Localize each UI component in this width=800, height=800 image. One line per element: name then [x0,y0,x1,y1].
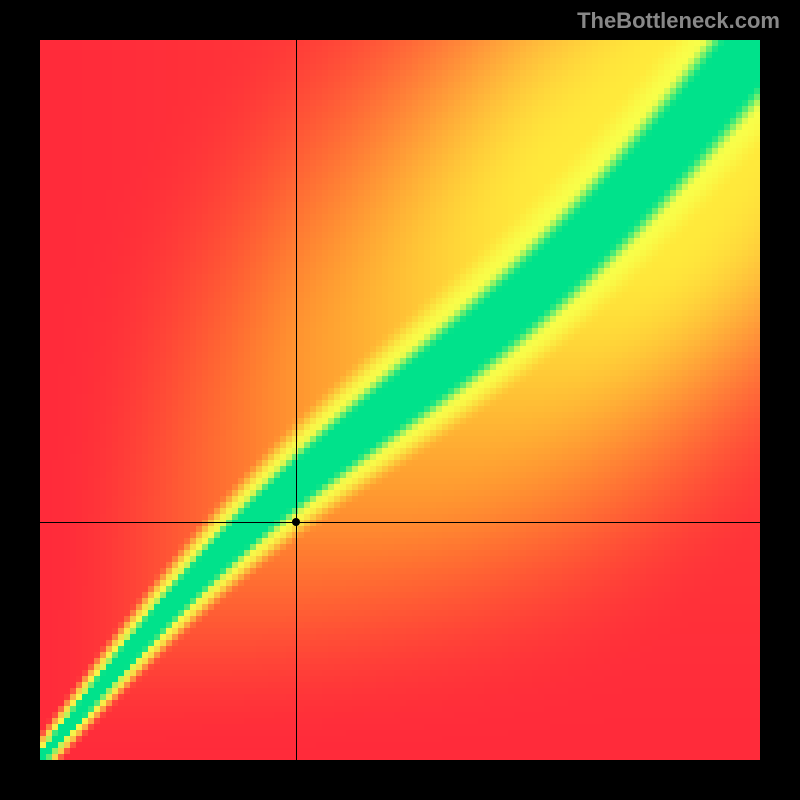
crosshair-vertical [296,40,297,760]
crosshair-marker [292,518,300,526]
heatmap-canvas [40,40,760,760]
watermark-label: TheBottleneck.com [577,8,780,34]
crosshair-horizontal [40,522,760,523]
heatmap-plot [40,40,760,760]
